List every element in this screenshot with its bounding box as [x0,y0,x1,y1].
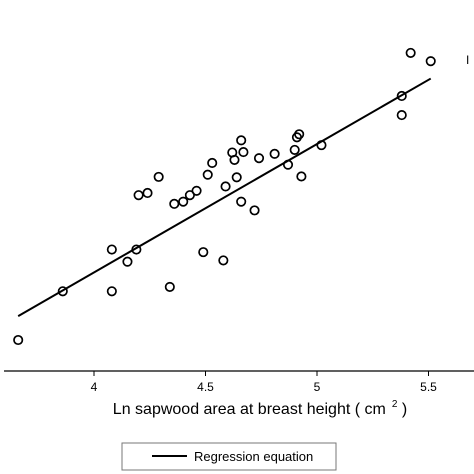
data-point [122,256,133,267]
x-axis-ticks: 4 4.5 5 5.5 [91,371,437,394]
legend-label: Regression equation [194,449,313,464]
data-point [269,148,280,159]
right-edge-glyph: I [466,53,469,67]
data-point [131,244,142,255]
data-point [218,255,229,266]
data-point [207,157,218,169]
data-point [236,135,247,146]
data-point [191,185,202,196]
x-tick-label: 5 [314,380,321,394]
data-point [57,286,68,297]
data-point [236,196,247,207]
data-point [231,172,242,183]
regression-line [17,77,432,317]
data-point [142,187,153,199]
legend: Regression equation [121,442,337,471]
data-point [106,286,117,297]
x-axis-title-text: Ln sapwood area at breast height [113,401,351,418]
data-point [253,153,265,164]
data-point [294,129,305,140]
data-point [13,334,24,346]
x-axis-unit-base: cm [365,401,386,418]
plot-marks [13,47,436,346]
data-point [229,154,240,165]
data-point [425,56,436,67]
data-point [316,140,327,151]
x-axis-title: Ln sapwood area at breast height ( cm 2 ) [113,399,407,418]
x-axis-unit-close-paren: ) [397,401,407,418]
x-axis-unit-exponent: 2 [392,399,398,410]
data-point [133,190,144,201]
x-tick-label: 4 [91,380,98,394]
data-point [289,144,300,155]
data-point [238,147,249,158]
data-point [396,110,407,121]
x-axis-unit-open-paren: ( [350,401,364,418]
x-tick-label: 4.5 [197,380,214,394]
data-point [164,281,175,292]
data-point [169,198,180,209]
data-point [282,159,294,170]
data-point [405,47,416,58]
data-point [202,169,213,180]
data-point [178,196,189,207]
data-point [106,244,117,255]
data-point [198,247,209,258]
data-point [153,171,164,182]
x-tick-label: 5.5 [420,380,437,394]
legend-box [121,442,337,471]
data-point [249,205,260,216]
data-point [296,171,307,182]
data-point [220,181,231,192]
data-point [396,90,407,102]
